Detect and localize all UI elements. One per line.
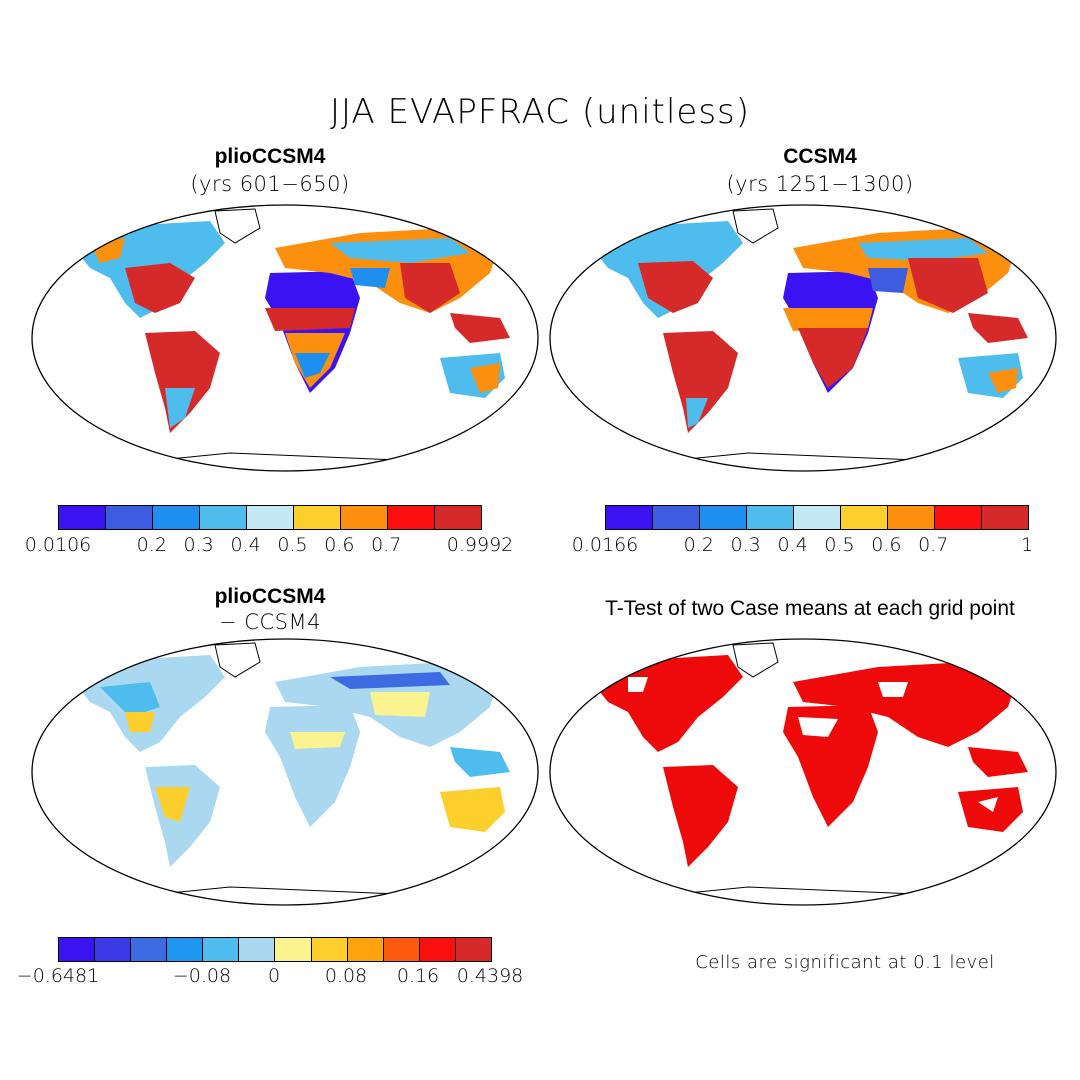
colorbar-swatch bbox=[294, 506, 341, 529]
colorbar-tick-label: 0.7 bbox=[371, 534, 402, 556]
map-bottom-left-land bbox=[70, 642, 510, 905]
map-top-left bbox=[31, 204, 539, 472]
colorbar-tick-label: 0.6 bbox=[324, 534, 355, 556]
map-top-right-land bbox=[588, 208, 1028, 471]
colorbar-swatch bbox=[841, 506, 888, 529]
colorbar-swatch bbox=[388, 506, 435, 529]
colorbar-tick-label: 0.2 bbox=[683, 534, 714, 556]
colorbar-swatch bbox=[794, 506, 841, 529]
colorbar-swatch bbox=[341, 506, 388, 529]
colorbar-tick-label: 0.6 bbox=[871, 534, 902, 556]
colorbar-swatch bbox=[419, 938, 456, 961]
colorbar-swatch bbox=[606, 506, 653, 529]
colorbar-swatch bbox=[247, 506, 294, 529]
colorbar-tick-label: −0.08 bbox=[172, 965, 232, 987]
map-bottom-right bbox=[549, 638, 1057, 906]
panel-title-top-right: CCSM4 bbox=[783, 145, 857, 168]
colorbar-tick-label: 0.16 bbox=[396, 965, 440, 987]
map-top-right bbox=[549, 204, 1057, 472]
colorbar-swatch bbox=[653, 506, 700, 529]
colorbar-swatch bbox=[435, 506, 481, 529]
colorbar-swatch bbox=[347, 938, 384, 961]
colorbar-tick-label: 0.2 bbox=[136, 534, 167, 556]
colorbar-tick-label: 0.4398 bbox=[456, 965, 524, 987]
colorbar-tick-label: 0.4 bbox=[777, 534, 808, 556]
colorbar-tick-label: 0.3 bbox=[730, 534, 761, 556]
colorbar-swatch bbox=[167, 938, 204, 961]
colorbar-swatch bbox=[106, 506, 153, 529]
colorbar-tick-label: 1 bbox=[1020, 534, 1034, 556]
colorbar-tick-label: 0 bbox=[267, 965, 281, 987]
map-bottom-right-land bbox=[588, 655, 1028, 867]
colorbar-tick-label: 0.3 bbox=[183, 534, 214, 556]
colorbar-tick-label: 0.0166 bbox=[571, 534, 639, 556]
colorbar-bottom-left-labels: −0.6481 −0.08 0 0.08 0.16 0.4398 bbox=[17, 965, 523, 989]
colorbar-top-left bbox=[58, 505, 482, 530]
colorbar-swatch bbox=[59, 506, 106, 529]
colorbar-tick-label: 0.9992 bbox=[446, 534, 514, 556]
colorbar-tick-label: 0.5 bbox=[277, 534, 308, 556]
colorbar-top-right-labels: 0.0166 0.2 0.3 0.4 0.5 0.6 0.7 1 bbox=[572, 534, 1033, 558]
colorbar-swatch bbox=[95, 938, 132, 961]
panel-subtitle-top-left: (yrs 601−650) bbox=[190, 172, 350, 196]
colorbar-swatch bbox=[275, 938, 312, 961]
colorbar-top-left-labels: 0.0106 0.2 0.3 0.4 0.5 0.6 0.7 0.9992 bbox=[25, 534, 513, 558]
colorbar-tick-label: 0.5 bbox=[824, 534, 855, 556]
colorbar-swatch bbox=[700, 506, 747, 529]
panel-title-bottom-left: plioCCSM4 bbox=[214, 585, 326, 608]
colorbar-swatch bbox=[747, 506, 794, 529]
colorbar-swatch bbox=[59, 938, 96, 961]
colorbar-tick-label: 0.4 bbox=[230, 534, 261, 556]
significance-note: Cells are significant at 0.1 level bbox=[695, 952, 995, 973]
colorbar-tick-label: 0.7 bbox=[918, 534, 949, 556]
map-top-left-land bbox=[70, 208, 510, 471]
colorbar-swatch bbox=[455, 938, 491, 961]
colorbar-swatch bbox=[383, 938, 420, 961]
colorbar-swatch bbox=[200, 506, 247, 529]
colorbar-top-right bbox=[605, 505, 1029, 530]
colorbar-tick-label: −0.6481 bbox=[16, 965, 100, 987]
colorbar-swatch bbox=[153, 506, 200, 529]
panel-title-bottom-right: T-Test of two Case means at each grid po… bbox=[605, 597, 1015, 620]
colorbar-tick-label: 0.0106 bbox=[24, 534, 92, 556]
panel-subtitle-bottom-left: − CCSM4 bbox=[219, 610, 321, 634]
panel-title-top-left: plioCCSM4 bbox=[214, 145, 326, 168]
colorbar-swatch bbox=[311, 938, 348, 961]
colorbar-swatch bbox=[239, 938, 276, 961]
colorbar-bottom-left bbox=[58, 937, 492, 962]
colorbar-swatch bbox=[982, 506, 1028, 529]
colorbar-swatch bbox=[888, 506, 935, 529]
colorbar-swatch bbox=[935, 506, 982, 529]
colorbar-swatch bbox=[203, 938, 240, 961]
colorbar-tick-label: 0.08 bbox=[324, 965, 368, 987]
figure-title: JJA EVAPFRAC (unitless) bbox=[329, 92, 751, 132]
colorbar-swatch bbox=[131, 938, 168, 961]
panel-subtitle-top-right: (yrs 1251−1300) bbox=[726, 172, 914, 196]
map-bottom-left bbox=[31, 638, 539, 906]
